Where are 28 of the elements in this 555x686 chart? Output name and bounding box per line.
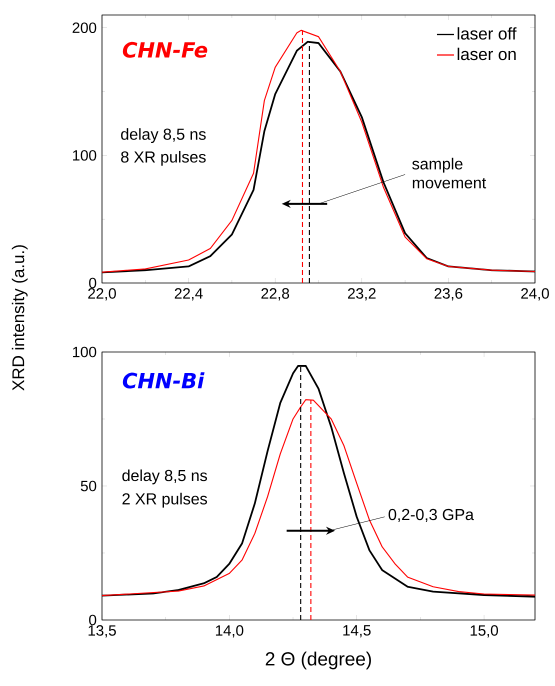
legend-label: laser on bbox=[458, 48, 516, 60]
x-tick-label: 15,0 bbox=[470, 625, 498, 638]
y-tick-label: 200 bbox=[72, 22, 96, 34]
legend-label: laser off bbox=[458, 27, 517, 40]
x-axis-title: 2 Θ (degree) bbox=[266, 652, 372, 670]
y-tick-label: 100 bbox=[73, 346, 96, 358]
annotation: delay 8,5 ns bbox=[122, 469, 208, 484]
y-axis-title: XRD intensity (a.u.) bbox=[12, 245, 28, 391]
x-tick-label: 14,5 bbox=[344, 625, 371, 638]
y-tick-label: 0 bbox=[89, 614, 96, 626]
x-tick-label: 23,6 bbox=[434, 288, 463, 301]
x-tick-label: 14,0 bbox=[216, 625, 244, 638]
text: CHN-Bi bbox=[123, 372, 205, 388]
annotation: delay 8,5 ns bbox=[121, 128, 206, 144]
x-tick-label: 22,4 bbox=[175, 288, 203, 301]
y-tick-label: 50 bbox=[81, 480, 96, 492]
text: CHN-Fe bbox=[123, 42, 208, 58]
annotation: sample movement bbox=[412, 158, 486, 188]
annotation: 0,2-0,3 GPa bbox=[388, 508, 474, 522]
y-tick-label: 100 bbox=[73, 150, 96, 161]
annotation: 2 XR pulses bbox=[122, 492, 208, 508]
annotation: 8 XR pulses bbox=[121, 150, 206, 166]
x-tick-label: 24,0 bbox=[521, 288, 550, 301]
y-tick-label: 0 bbox=[89, 278, 96, 288]
x-tick-label: 22,0 bbox=[88, 288, 116, 301]
x-tick-label: 13,5 bbox=[88, 625, 116, 638]
x-tick-label: 23,2 bbox=[348, 288, 376, 301]
x-tick-label: 22,8 bbox=[262, 288, 290, 301]
